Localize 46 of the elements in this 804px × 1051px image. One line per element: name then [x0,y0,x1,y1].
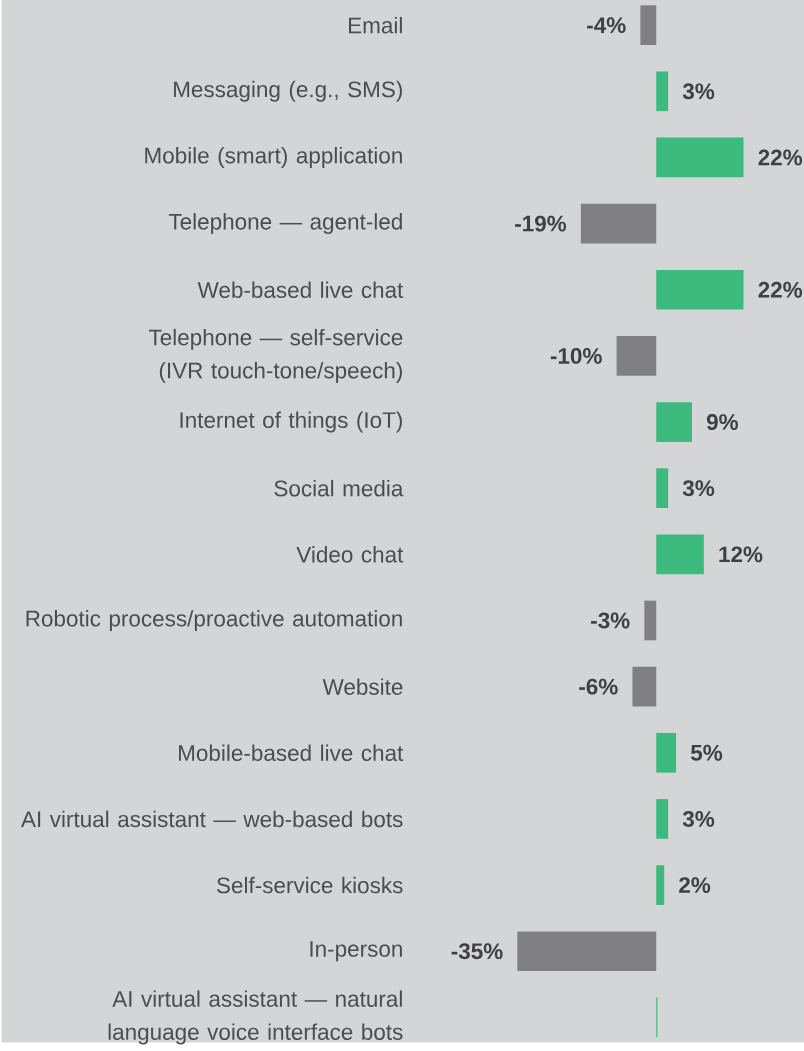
bar [656,402,692,442]
bar [640,5,657,45]
bar [656,71,669,112]
bar [656,534,704,575]
data-label: -4% [587,17,626,34]
y-tick-label: In-person [310,941,402,962]
data-label: 5% [690,744,723,761]
data-label: 22% [758,281,803,298]
y-tick-label: Telephone — agent-led [168,213,402,235]
y-tick-label: Telephone — self-service (IVR touch-tone/speech) [148,328,403,383]
bar [616,336,657,376]
data-label: -35% [451,943,503,960]
bar [656,269,744,310]
y-tick-label: Self-service kiosks [216,876,403,894]
data-label: 3% [682,83,715,100]
y-tick-label: Website [322,678,403,695]
y-tick-label: Video chat [296,546,404,563]
y-tick-label: Web-based live chat [197,281,404,299]
data-label: -6% [579,678,618,695]
bar [632,666,657,707]
data-label: -19% [515,215,567,232]
data-label: 3% [682,810,715,827]
bar [517,931,657,972]
data-label: 9% [706,414,738,431]
y-tick-label: Mobile-based live chat [179,744,404,762]
data-label: 12% [719,546,763,563]
y-tick-label: Social media [274,479,404,497]
y-tick-label: Robotic process/proactive automation [26,610,402,631]
y-tick-label: Internet of things (IoT) [180,411,402,433]
y-tick-label: Email [348,16,402,34]
bar [644,600,657,641]
bar [656,799,669,839]
y-tick-label: AI virtual assistant — natural language voice interface bots [108,990,403,1045]
data-label: 2% [679,877,711,894]
bar [656,865,665,905]
data-label: 22% [758,149,803,166]
y-tick-label: Messaging (e.g., SMS) [174,80,402,102]
data-label: -3% [591,612,630,629]
data-label: 3% [682,480,715,497]
bar [656,468,669,509]
bar [656,732,677,773]
bar [580,203,657,244]
y-tick-label: AI virtual assistant — web-based bots [21,810,403,828]
data-label: -10% [550,347,602,364]
y-tick-label: Mobile (smart) application [145,146,402,168]
bar [656,137,744,178]
